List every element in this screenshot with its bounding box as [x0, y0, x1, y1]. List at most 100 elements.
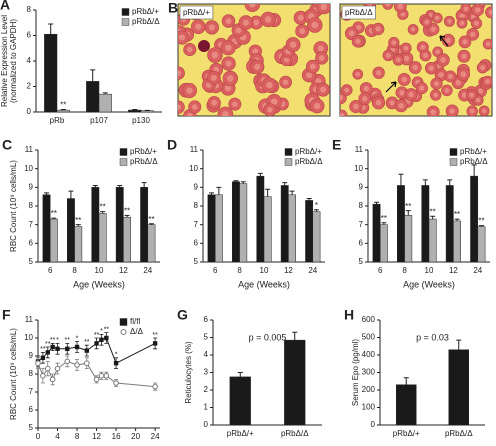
- error-bar: [233, 180, 239, 182]
- y-tick-label: 8: [29, 201, 34, 210]
- cell-center: [340, 94, 344, 101]
- cell-center: [355, 24, 362, 31]
- error-bar: [90, 69, 96, 82]
- panel-label: H: [344, 307, 354, 323]
- point: [103, 373, 110, 379]
- cell-center: [488, 9, 492, 15]
- legend-swatch: [119, 148, 128, 156]
- cell-center: [186, 87, 193, 94]
- cell-center: [178, 34, 186, 41]
- x-tick-label: 20: [131, 432, 140, 441]
- cell-center: [178, 104, 181, 111]
- x-tick-label: 12: [92, 432, 101, 441]
- cell-center: [428, 12, 434, 18]
- point: [98, 373, 105, 379]
- bar: [288, 194, 296, 263]
- legend-label: pRbΔ/+: [130, 147, 157, 156]
- bar: [229, 376, 251, 426]
- error-bar: [478, 225, 484, 227]
- significance: **: [152, 332, 158, 339]
- bar: [123, 216, 131, 263]
- y-tick-label: 0: [371, 420, 376, 429]
- cell-center: [340, 112, 345, 116]
- cell-center: [449, 108, 455, 114]
- error-bar: [265, 188, 271, 197]
- cell-center: [375, 26, 381, 32]
- x-tick-label: 0: [36, 432, 41, 441]
- cell-center: [398, 102, 404, 109]
- cell-center: [424, 19, 430, 25]
- significance: **: [405, 202, 411, 211]
- legend-label: fl/fl: [130, 317, 140, 326]
- bar: [115, 187, 124, 263]
- error-bar: [240, 181, 246, 184]
- error-bar: [141, 182, 147, 188]
- cell-center: [225, 60, 232, 67]
- cell-center: [419, 85, 425, 91]
- point: [55, 346, 60, 351]
- x-tick-label: pRbΔ/Δ: [281, 429, 309, 438]
- bar: [86, 81, 100, 113]
- bar: [284, 339, 306, 426]
- point: [104, 335, 109, 341]
- caption-bg: [341, 5, 376, 20]
- y-axis-label: Relative Expression Level: [0, 15, 9, 107]
- point: [40, 373, 46, 379]
- bar: [42, 194, 51, 263]
- cell-center: [391, 40, 397, 45]
- legend-label: pRbΔ/Δ: [295, 157, 323, 166]
- bar: [74, 226, 83, 263]
- cell-center: [186, 112, 193, 116]
- bar: [470, 175, 479, 263]
- y-tick-label: 600: [362, 315, 376, 324]
- cell-center: [195, 23, 202, 30]
- y-tick-label: 7: [29, 387, 34, 396]
- cell-center: [474, 7, 481, 13]
- cell-center: [226, 75, 234, 82]
- error-bar: [92, 184, 98, 188]
- error-bar: [454, 218, 460, 221]
- cell-center: [469, 108, 475, 114]
- error-bar: [282, 182, 288, 186]
- cell-center: [318, 55, 325, 61]
- error-bar: [209, 192, 215, 195]
- cell-center: [455, 79, 461, 86]
- stained-cell: [198, 40, 210, 52]
- bar: [147, 224, 156, 263]
- y-tick-label: 11: [25, 315, 34, 324]
- error-bar: [148, 223, 154, 225]
- bar: [421, 185, 430, 263]
- cell-center: [344, 87, 350, 93]
- point: [45, 350, 50, 355]
- bar: [214, 194, 223, 263]
- y-tick-label: 0: [27, 107, 32, 116]
- cell-center: [445, 37, 452, 44]
- significance: *: [76, 335, 79, 342]
- x-tick-label: 24: [308, 266, 317, 275]
- point: [152, 383, 158, 390]
- cell-center: [485, 78, 490, 84]
- cell-center: [376, 70, 382, 76]
- legend-swatch: [120, 329, 127, 335]
- error-bar: [398, 173, 404, 186]
- point: [44, 365, 51, 372]
- panel-label: E: [332, 137, 341, 153]
- cells: [178, 4, 330, 116]
- error-bar: [374, 201, 380, 205]
- cell-center: [375, 99, 382, 106]
- caption-bg: [179, 5, 214, 20]
- panel-label: B: [168, 0, 178, 16]
- panel-label: D: [167, 137, 177, 153]
- x-tick-label: pRbΔ/+: [393, 429, 420, 438]
- error-bar: [51, 217, 57, 220]
- cell-center: [348, 30, 355, 37]
- point: [113, 380, 119, 386]
- error-bar: [117, 184, 123, 188]
- error-bar: [313, 209, 319, 212]
- arrow: [439, 35, 449, 47]
- y-axis-label: Reticulocytes (%): [184, 341, 193, 404]
- cell-center: [434, 15, 440, 21]
- cell-center: [408, 91, 414, 98]
- error-bar: [68, 190, 74, 199]
- image-caption: pRbΔ/+: [183, 8, 210, 17]
